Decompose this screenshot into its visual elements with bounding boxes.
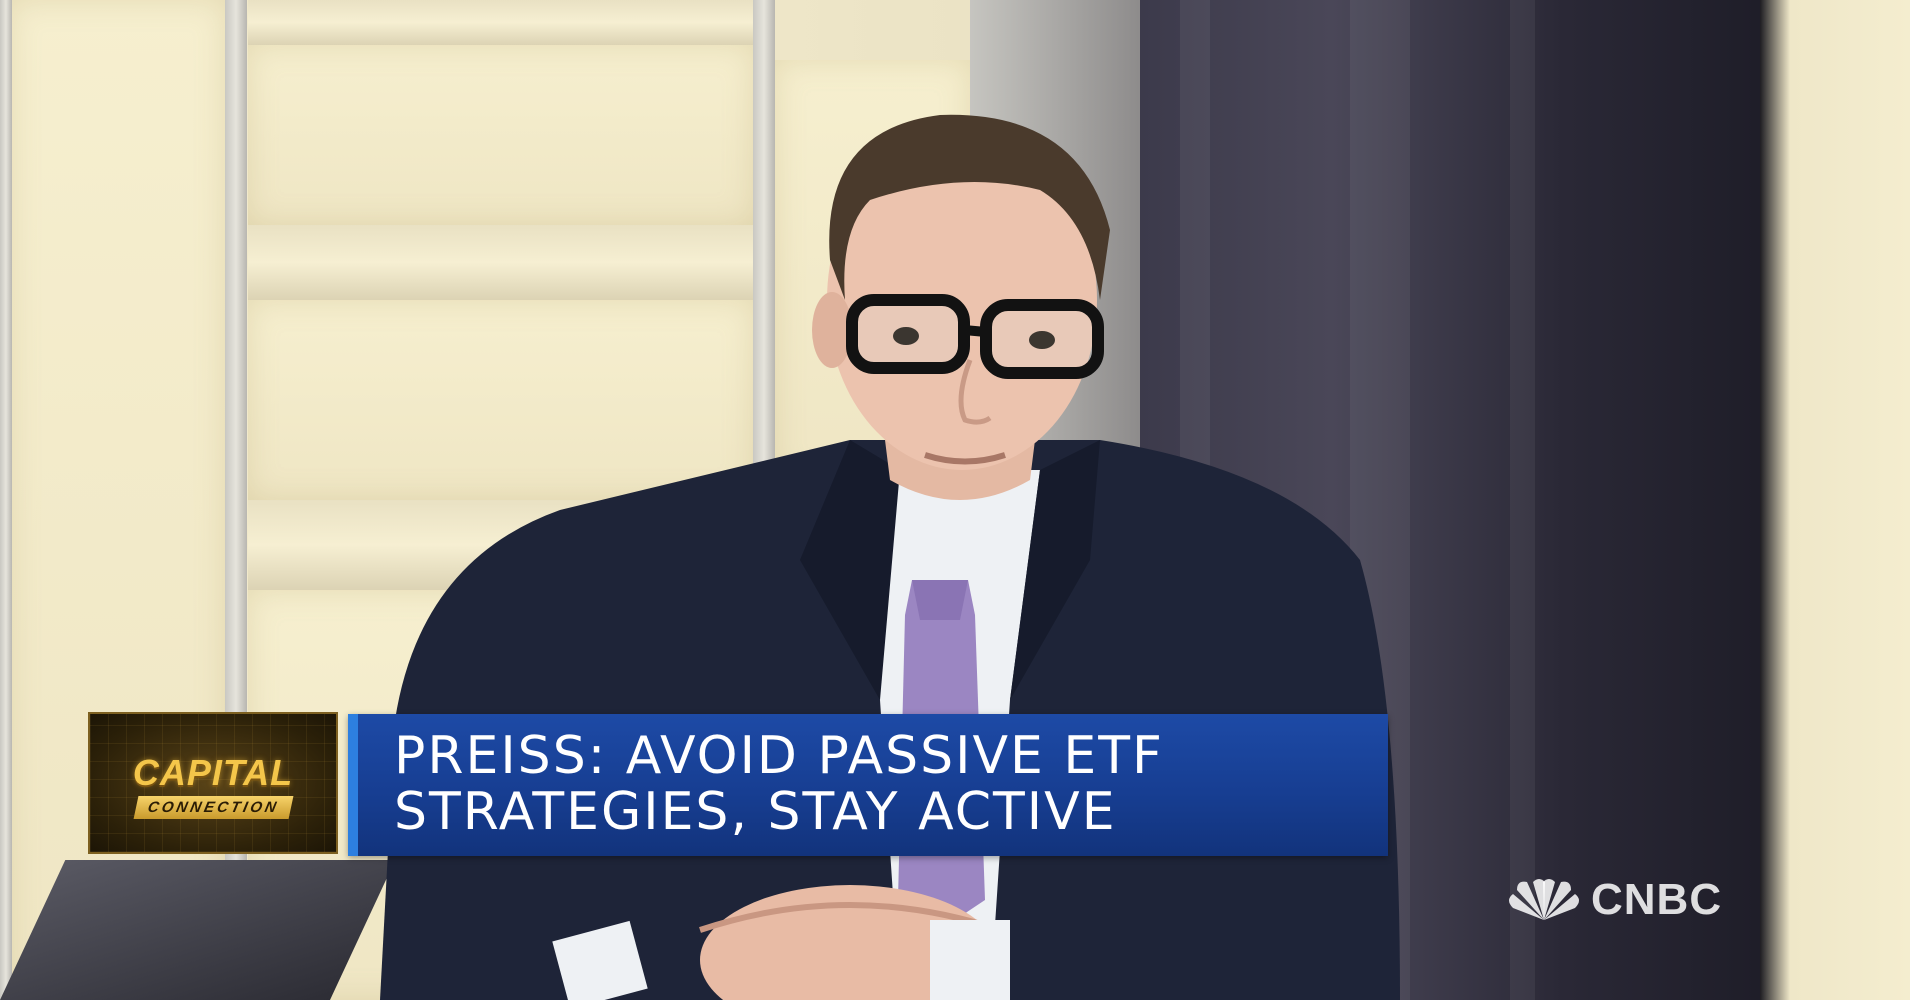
network-name: CNBC: [1591, 875, 1723, 924]
logo-grid-pattern: [90, 714, 336, 852]
eye-left: [893, 327, 919, 345]
backdrop-frame-bar: [248, 0, 753, 45]
mouth: [924, 452, 1006, 465]
hair: [829, 114, 1110, 300]
shirt-cuff-left: [552, 920, 648, 1000]
ear-left: [812, 292, 852, 368]
network-logo: CNBC: [1505, 870, 1805, 930]
glass-reflection: [1510, 0, 1535, 1000]
shirt-cuff-right: [930, 920, 1010, 1000]
backdrop-frame-bar: [0, 0, 12, 1000]
nose: [958, 359, 992, 425]
headline-line-1: PREISS: AVOID PASSIVE ETF: [394, 726, 1164, 786]
face: [827, 130, 1097, 470]
peacock-icon: [1509, 879, 1579, 920]
backdrop-frame-bar: [248, 225, 753, 300]
tie-knot: [912, 580, 968, 620]
eye-right: [1029, 331, 1055, 349]
finger-lines: [699, 902, 1001, 933]
program-logo-title: CAPITAL: [132, 751, 294, 793]
program-logo: CAPITAL CONNECTION: [88, 712, 338, 854]
program-logo-subtitle: CONNECTION: [133, 795, 293, 819]
studio-light-panel: [1760, 0, 1910, 1000]
lapel-right: [1010, 440, 1100, 700]
headline-banner: PREISS: AVOID PASSIVE ETF STRATEGIES, ST…: [348, 714, 1388, 856]
lapel-left: [800, 440, 900, 700]
backdrop-panel: [248, 45, 753, 225]
backdrop-panel: [248, 300, 753, 500]
glasses-bridge: [963, 325, 987, 337]
headline-line-2: STRATEGIES, STAY ACTIVE: [394, 782, 1117, 842]
